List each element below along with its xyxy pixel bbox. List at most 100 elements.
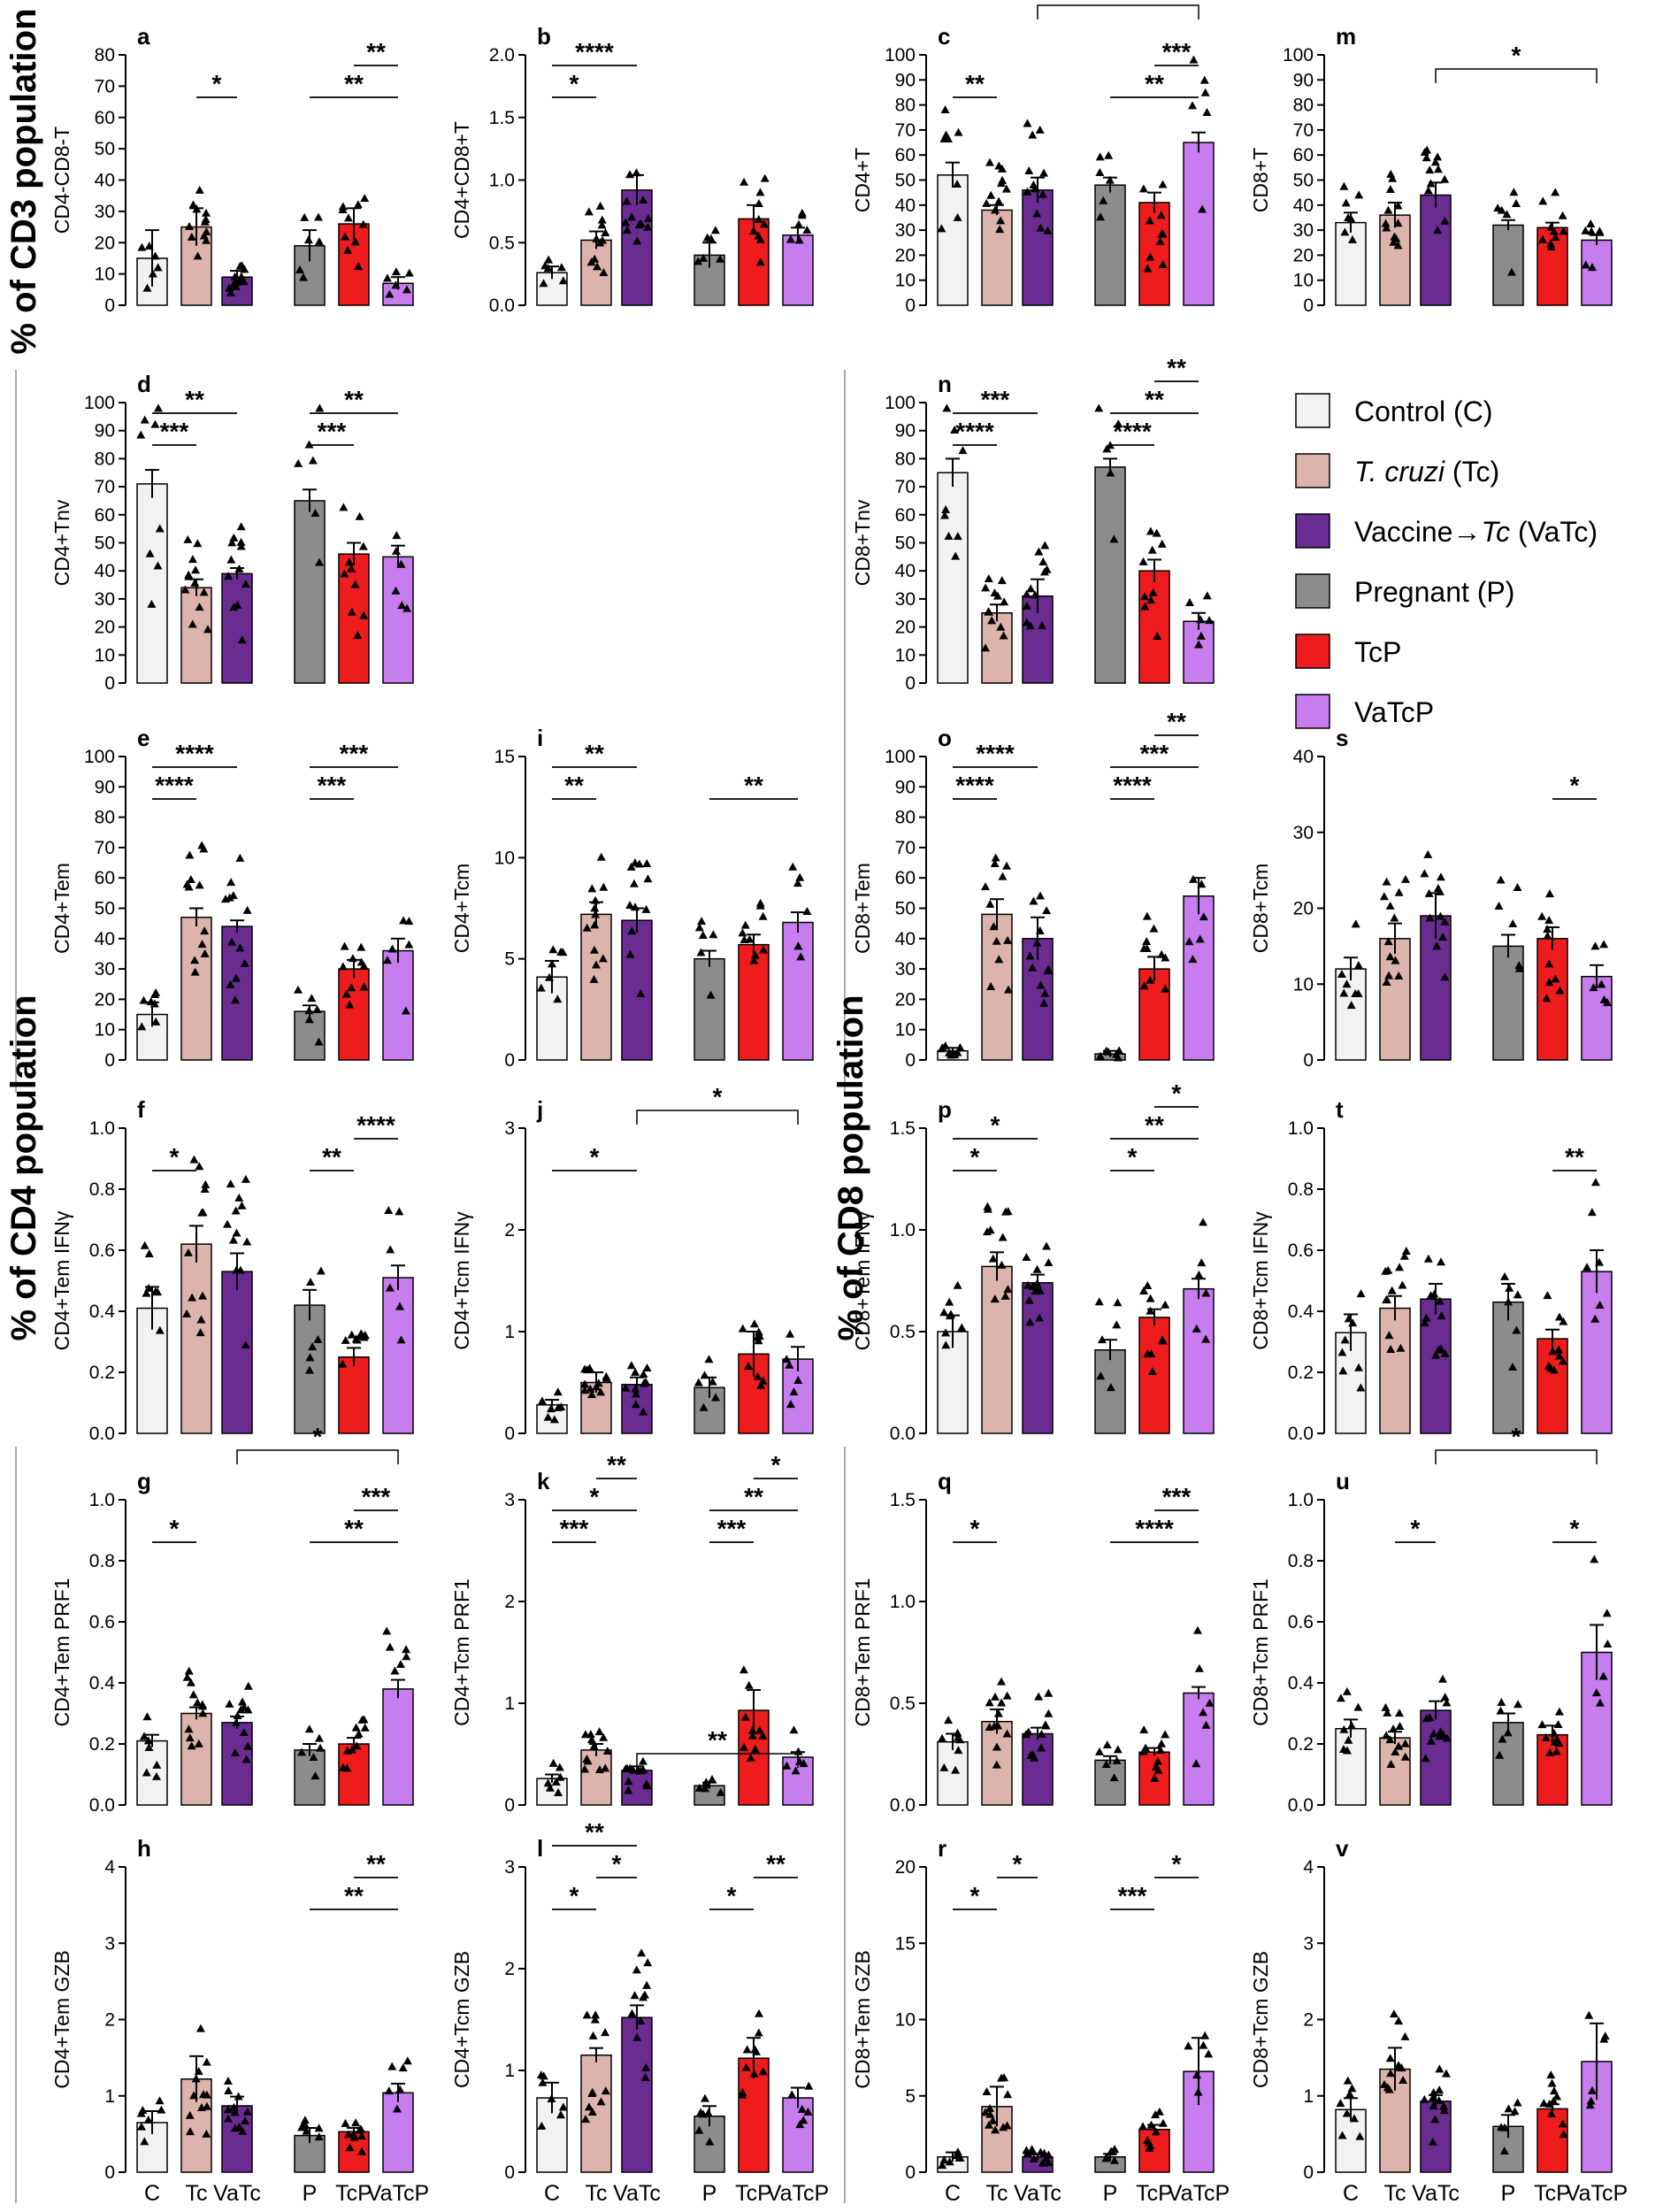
data-point bbox=[596, 2097, 606, 2106]
y-tick-label: 40 bbox=[95, 561, 115, 581]
data-point bbox=[1146, 252, 1155, 261]
y-tick-label: 0.2 bbox=[89, 1734, 115, 1755]
data-point bbox=[1036, 891, 1046, 900]
data-point bbox=[1199, 912, 1208, 921]
data-point bbox=[308, 456, 318, 465]
data-point bbox=[1032, 1279, 1042, 1287]
data-point bbox=[1497, 1697, 1506, 1706]
data-point bbox=[1440, 917, 1450, 926]
data-point bbox=[985, 1698, 994, 1707]
bar-VaTcP bbox=[382, 1688, 414, 1806]
data-point bbox=[182, 1672, 192, 1681]
data-point bbox=[602, 1746, 612, 1755]
data-point bbox=[1385, 184, 1395, 193]
data-point bbox=[360, 194, 370, 203]
data-point bbox=[185, 221, 195, 230]
panel-letter: l bbox=[537, 1835, 543, 1862]
y-tick-label: 100 bbox=[1283, 45, 1314, 65]
data-point bbox=[1153, 632, 1162, 641]
data-point bbox=[982, 198, 992, 207]
data-point bbox=[345, 2143, 355, 2152]
data-point bbox=[1385, 2054, 1395, 2062]
data-point bbox=[234, 2092, 243, 2101]
data-point bbox=[632, 2032, 642, 2041]
data-point bbox=[137, 1022, 147, 1031]
data-point bbox=[939, 1308, 949, 1317]
x-tick-label: TcP bbox=[735, 2181, 772, 2206]
data-point bbox=[1201, 1334, 1211, 1343]
legend-swatch bbox=[1295, 453, 1330, 488]
data-point bbox=[1550, 1737, 1560, 1746]
data-point bbox=[348, 954, 357, 963]
y-tick-label: 20 bbox=[1293, 245, 1314, 265]
panel-letter: g bbox=[137, 1468, 151, 1494]
y-tick-label: 50 bbox=[1293, 171, 1314, 191]
significance-label: * bbox=[713, 1083, 723, 1110]
data-point bbox=[226, 1179, 235, 1188]
data-point bbox=[1395, 1263, 1405, 1271]
data-point bbox=[1158, 260, 1168, 269]
data-point bbox=[1002, 861, 1012, 870]
data-point bbox=[537, 2121, 547, 2130]
y-tick-label: 100 bbox=[84, 393, 115, 413]
data-point bbox=[1547, 2078, 1557, 2087]
data-point bbox=[799, 2116, 809, 2124]
data-point bbox=[556, 2110, 565, 2119]
data-point bbox=[1040, 1720, 1050, 1729]
data-point bbox=[591, 960, 601, 969]
data-point bbox=[1393, 219, 1403, 227]
y-tick-label: 0.0 bbox=[489, 296, 515, 316]
y-tick-label: 1 bbox=[504, 1322, 515, 1342]
significance-label: * bbox=[612, 1850, 622, 1878]
data-point bbox=[230, 2108, 240, 2116]
data-point bbox=[742, 2045, 752, 2054]
data-point bbox=[1002, 1691, 1012, 1700]
data-point bbox=[1044, 1709, 1054, 1717]
y-tick-label: 40 bbox=[895, 929, 916, 949]
data-point bbox=[1035, 1286, 1045, 1294]
y-tick-label: 0 bbox=[905, 2162, 916, 2183]
data-point bbox=[1544, 1361, 1553, 1370]
x-tick-label: P bbox=[1103, 2181, 1118, 2206]
data-point bbox=[694, 257, 703, 265]
data-point bbox=[1438, 1730, 1448, 1739]
data-point bbox=[387, 2062, 397, 2070]
significance-label: ** bbox=[344, 1515, 364, 1542]
data-point bbox=[782, 1761, 792, 1770]
data-point bbox=[1112, 1320, 1122, 1329]
data-point bbox=[953, 2147, 962, 2156]
y-tick-label: 40 bbox=[1293, 196, 1314, 216]
data-point bbox=[1038, 2158, 1047, 2167]
data-point bbox=[184, 1666, 194, 1675]
data-point bbox=[990, 858, 1000, 867]
data-point bbox=[1583, 1263, 1592, 1271]
data-point bbox=[1551, 188, 1560, 196]
data-point bbox=[142, 1288, 151, 1297]
data-point bbox=[227, 538, 237, 547]
panel-letter: t bbox=[1336, 1096, 1344, 1123]
y-tick-label: 1.5 bbox=[890, 1490, 916, 1510]
y-tick-label: 0.6 bbox=[1288, 1612, 1314, 1632]
y-tick-label: 20 bbox=[895, 1857, 916, 1878]
data-point bbox=[601, 1763, 610, 1772]
data-point bbox=[587, 2087, 597, 2096]
data-point bbox=[740, 920, 750, 929]
y-tick-label: 0.4 bbox=[1288, 1673, 1314, 1694]
data-point bbox=[1434, 2095, 1444, 2104]
data-point bbox=[191, 2074, 201, 2083]
data-point bbox=[1030, 1753, 1039, 1762]
panel-letter: u bbox=[1336, 1468, 1350, 1494]
significance-bracket bbox=[1435, 68, 1598, 83]
data-point bbox=[558, 276, 568, 285]
data-point bbox=[147, 599, 157, 608]
y-tick-label: 10 bbox=[95, 265, 115, 285]
data-point bbox=[338, 962, 348, 971]
y-tick-label: 5 bbox=[905, 2086, 916, 2107]
data-point bbox=[140, 415, 149, 424]
data-point bbox=[984, 607, 993, 616]
data-point bbox=[384, 1205, 394, 1214]
data-point bbox=[636, 2016, 646, 2025]
y-tick-label: 0.0 bbox=[1288, 1424, 1314, 1444]
